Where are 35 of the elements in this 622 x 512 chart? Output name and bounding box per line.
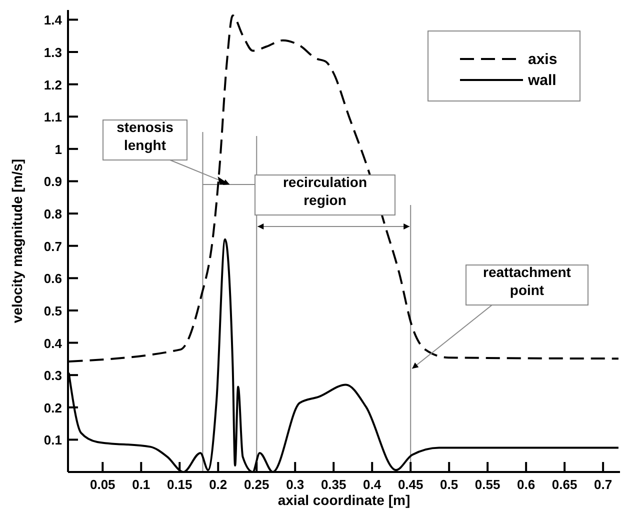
x-tick-label: 0.7 [594,477,612,492]
x-tick-label: 0.2 [209,477,228,492]
y-tick-label: 0.9 [44,174,62,190]
legend-label: wall [527,72,556,89]
y-tick-label: 0.2 [44,400,62,416]
y-tick-label: 1.3 [44,45,62,60]
y-tick-label: 1.2 [44,77,62,92]
x-tick-label: 0.1 [132,477,150,492]
y-tick-label: 0.7 [44,238,62,254]
legend-label: axis [528,51,558,68]
annotation: stenosis lenght [116,119,174,153]
x-tick-label: 0.15 [166,477,192,492]
y-tick-label: 1.1 [44,110,62,125]
y-tick-label: 0.4 [44,336,63,351]
y-tick-label: 1 [54,142,62,157]
y-tick-label: 0.5 [44,303,62,318]
x-axis-title: axial coordinate [m] [278,492,410,508]
x-tick-label: 0.35 [320,477,346,492]
x-tick-label: 0.45 [398,477,424,492]
annotation: recirculation region [282,174,368,208]
y-tick-label: 1.4 [44,12,63,28]
x-tick-label: 0.05 [90,477,116,492]
x-tick-label: 0.5 [440,477,458,492]
x-tick-label: 0.4 [363,477,382,492]
y-tick-label: 0.8 [44,206,62,222]
x-tick-label: 0.65 [552,477,578,492]
x-tick-label: 0.25 [244,477,270,492]
y-tick-label: 0.6 [44,271,62,286]
y-tick-label: 0.3 [44,368,62,384]
y-axis-title: velocity magnitude [m/s] [9,158,25,324]
y-tick-label: 0.1 [44,432,62,448]
x-tick-label: 0.3 [286,477,304,492]
x-tick-label: 0.55 [474,477,500,492]
x-tick-label: 0.6 [517,477,536,492]
annotation: reattachment point [483,264,572,298]
